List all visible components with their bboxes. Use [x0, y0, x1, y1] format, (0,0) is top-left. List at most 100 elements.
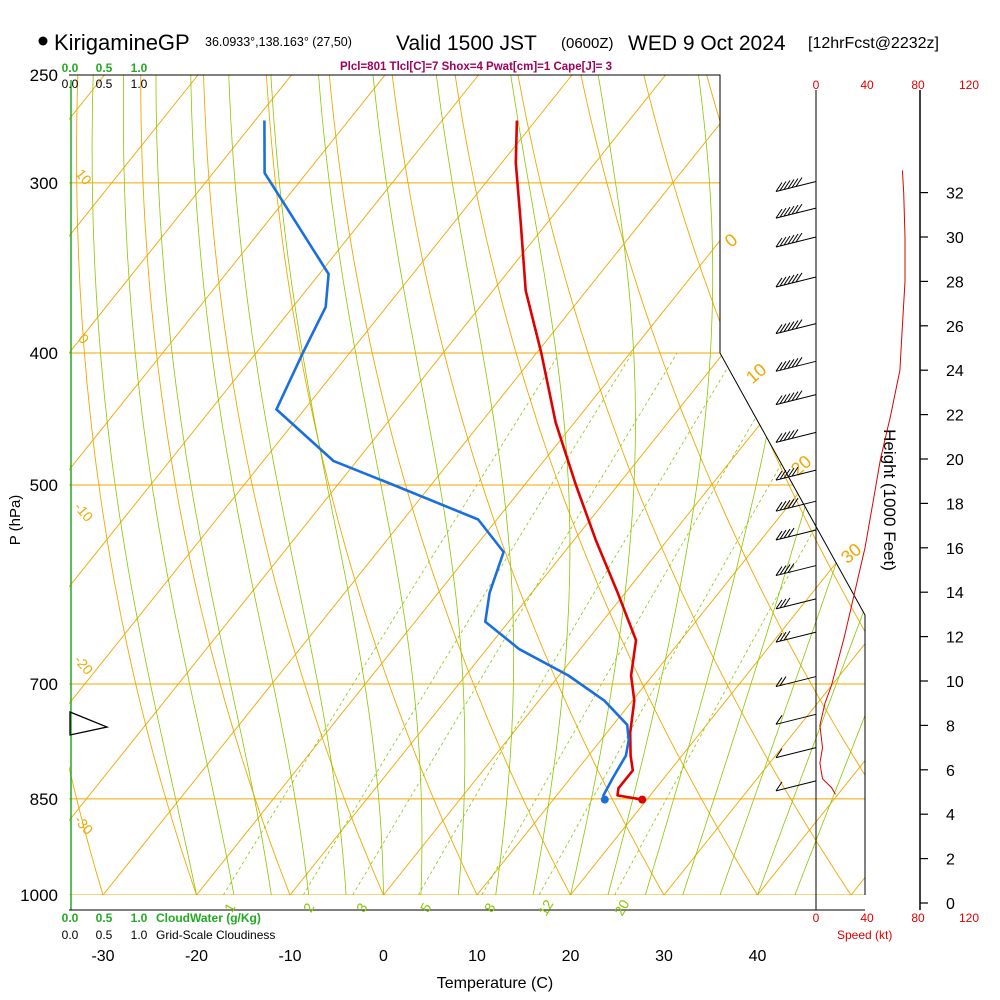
wind-barb-feather [779, 207, 787, 218]
pressure-tick-label: 850 [30, 790, 58, 809]
cloudiness-scale-label: Grid-Scale Cloudiness [156, 928, 275, 942]
dry-adiabat-line [637, 75, 865, 895]
wind-barb-feather [775, 237, 783, 248]
wind-barb-feather [791, 233, 799, 244]
wind-barb-feather [791, 497, 799, 508]
wind-barb [775, 319, 817, 335]
height-tick-label: 6 [946, 763, 955, 780]
pressure-tick-label: 300 [30, 174, 58, 193]
wind-speed-tick: 0 [813, 911, 820, 925]
wind-barb-feather [775, 395, 783, 405]
moist-adiabat-line [269, 75, 384, 895]
wind-barb-feather [791, 358, 799, 368]
moist-adiabat-line [432, 75, 515, 895]
wind-barb-feather [783, 597, 791, 608]
wind-barb-feather [787, 234, 795, 245]
wind-speed-tick: 120 [959, 78, 979, 92]
station-name: KirigamineGP [54, 30, 190, 55]
isotherm-line [69, 75, 199, 895]
wind-barb-feather [787, 321, 795, 331]
dry-adiabat-line [202, 75, 397, 895]
wind-barb-feather [779, 276, 787, 287]
wind-barb-feather [775, 530, 783, 541]
moist-adiabat-line [794, 75, 865, 895]
wind-barb-feather [795, 203, 803, 214]
wind-barb [775, 563, 817, 577]
wind-barb-feather [779, 598, 787, 609]
cloudiness-scale-tick: 1.0 [131, 77, 148, 91]
valid-time: Valid 1500 JST [396, 32, 537, 55]
wind-barb-feather [783, 564, 791, 574]
temperature-tick-label: 20 [562, 948, 580, 965]
wind-barb-feather [791, 429, 799, 439]
wind-barb-staff [775, 598, 817, 610]
moist-adiabat-line [316, 75, 423, 895]
wind-barb-feather [787, 392, 795, 402]
isotherm-label: 0 [721, 230, 742, 252]
moist-adiabat-line [155, 75, 272, 895]
wind-barb-feather [791, 178, 799, 188]
height-tick-label: 16 [946, 541, 964, 558]
cloudwater-scale-tick: 0.0 [62, 61, 79, 75]
mixing-ratio-line [352, 352, 678, 895]
moist-adiabat-line [227, 75, 347, 895]
wind-barb [775, 630, 817, 643]
wind-barb-staff [775, 431, 817, 443]
wind-barb-feather [795, 319, 803, 329]
wind-barb [775, 429, 817, 443]
wind-barb-feather [779, 394, 787, 404]
wind-barb-feather [779, 500, 787, 511]
wind-barb [775, 597, 817, 610]
wind-barb-feather [775, 781, 783, 792]
wind-barb-feather [791, 391, 799, 401]
wind-speed-line [819, 170, 906, 795]
wind-barb-staff [775, 565, 817, 577]
temperature-tick-label: 10 [468, 948, 486, 965]
station-dot-icon [38, 36, 48, 46]
wind-barb-feather [791, 204, 799, 215]
y-axis-label: P (hPa) [7, 495, 24, 546]
height-tick-label: 26 [946, 319, 964, 336]
moist-adiabat-line [190, 75, 310, 895]
wind-speed-tick: 40 [860, 911, 874, 925]
right-axis-label: Height (1000 Feet) [880, 429, 899, 571]
wind-barb-staff [775, 469, 817, 481]
wind-barb-feather [779, 631, 787, 642]
plot-frame [69, 74, 866, 895]
wind-barb [775, 203, 817, 219]
mixing-ratio-label: 12 [535, 897, 557, 919]
wind-barb-feather [787, 205, 795, 216]
height-tick-label: 20 [946, 452, 964, 469]
cloudiness-scale-tick: 0.0 [62, 928, 79, 942]
wind-barb-staff [775, 631, 817, 643]
wind-barb-feather [791, 273, 799, 284]
wind-barb [775, 177, 817, 192]
wind-barb-feather [775, 277, 783, 288]
dewpoint-profile-line [263, 120, 631, 801]
wind-barb-feather [787, 430, 795, 440]
cloudwater-scale-tick: 1.0 [131, 61, 148, 75]
dry-adiabat-line [326, 75, 587, 895]
temperature-tick-label: 30 [655, 948, 673, 965]
wind-speed-tick: 40 [860, 78, 874, 92]
forecast-info: [12hrFcst@2232z] [808, 35, 939, 52]
cloudiness-scale-tick: 0.5 [96, 928, 113, 942]
mixing-ratio-label: 3 [353, 900, 371, 915]
wind-barb-feather [795, 232, 803, 243]
wind-barb-feather [775, 501, 783, 512]
isotherm-line [850, 75, 865, 895]
wind-barb-feather [787, 527, 795, 538]
mixing-ratio-label: 2 [300, 900, 318, 915]
wind-barb-feather [795, 177, 803, 187]
height-tick-label: 4 [946, 807, 955, 824]
isotherm-line [0, 75, 11, 895]
height-tick-label: 8 [946, 718, 955, 735]
cloudiness-scale-tick: 0.0 [62, 77, 79, 91]
dry-adiabat-line [0, 51, 17, 924]
dry-adiabat-line [949, 51, 1000, 924]
wind-barb-feather [779, 432, 787, 442]
wind-barb-feather [787, 274, 795, 285]
wind-barb-feather [779, 676, 787, 686]
cloudwater-scale-tick: 0.5 [96, 911, 113, 925]
pressure-tick-label: 700 [30, 675, 58, 694]
